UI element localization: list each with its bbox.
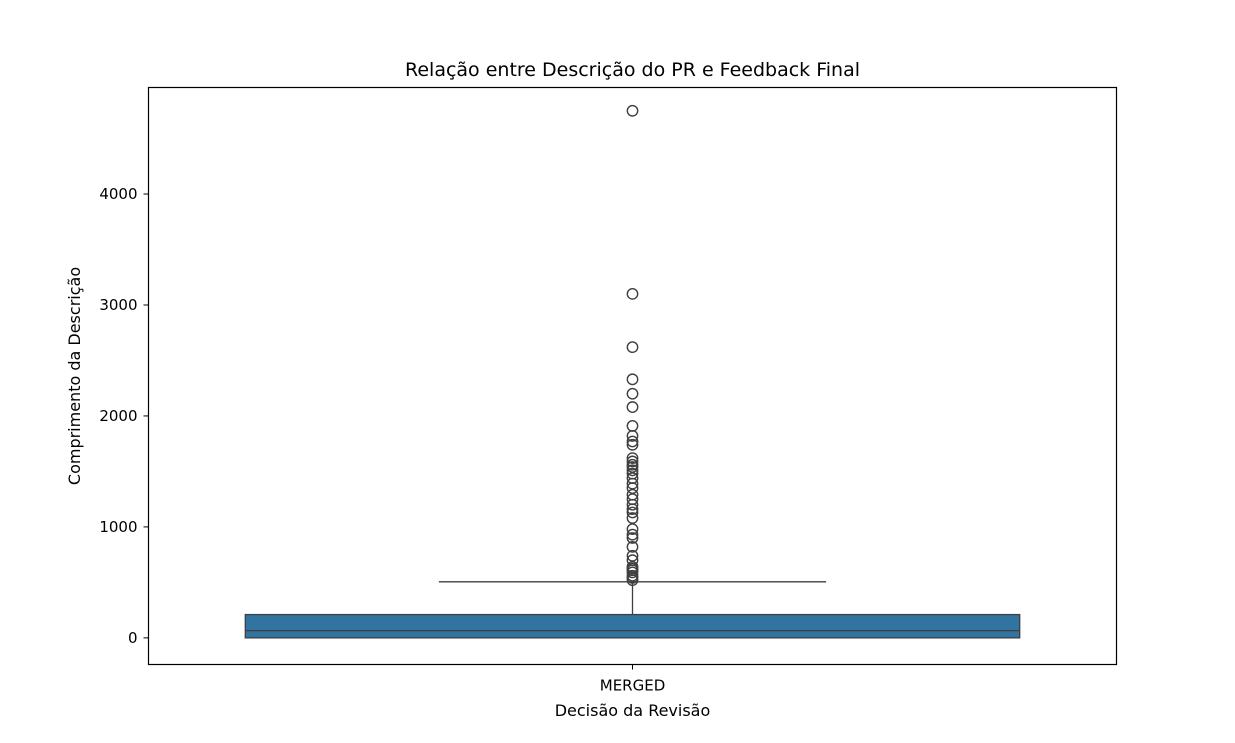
outlier-point [626,420,639,432]
outlier-point [626,287,639,300]
x-axis-label: Decisão da Revisão [555,701,711,720]
x-axis: MERGED [600,664,666,695]
outlier-point [626,528,639,541]
outlier-point [626,464,639,477]
outlier-point [626,467,639,480]
outlier-point [626,554,639,567]
y-tick-label: 2000 [99,407,137,425]
outlier-point [626,401,639,413]
x-tick-label: MERGED [600,677,666,695]
chart-title: Relação entre Descrição do PR e Feedback… [405,59,860,81]
outlier-point [626,373,639,386]
box-iqr [244,613,1021,639]
outlier-point [626,455,639,468]
outlier-point [626,452,639,465]
y-tick-label: 3000 [99,296,137,314]
y-tick-label: 0 [128,629,138,647]
outlier-point [626,540,639,553]
y-axis: 0 1000 2000 3000 4000 [99,185,149,647]
outlier-point [626,435,639,448]
outlier-point [626,569,639,582]
outlier-point [626,341,639,354]
y-axis-label: Comprimento da Descrição [65,267,84,485]
outlier-point [626,512,639,524]
outlier-point [626,458,639,471]
plot-area [244,104,1021,639]
outlier-point [626,387,639,400]
outlier-point [626,532,639,544]
outlier-point [626,438,639,451]
outlier-point [626,104,639,117]
outlier-point [626,549,639,562]
y-tick-label: 4000 [99,185,137,203]
outlier-point [626,506,639,519]
y-tick-label: 1000 [99,518,137,536]
